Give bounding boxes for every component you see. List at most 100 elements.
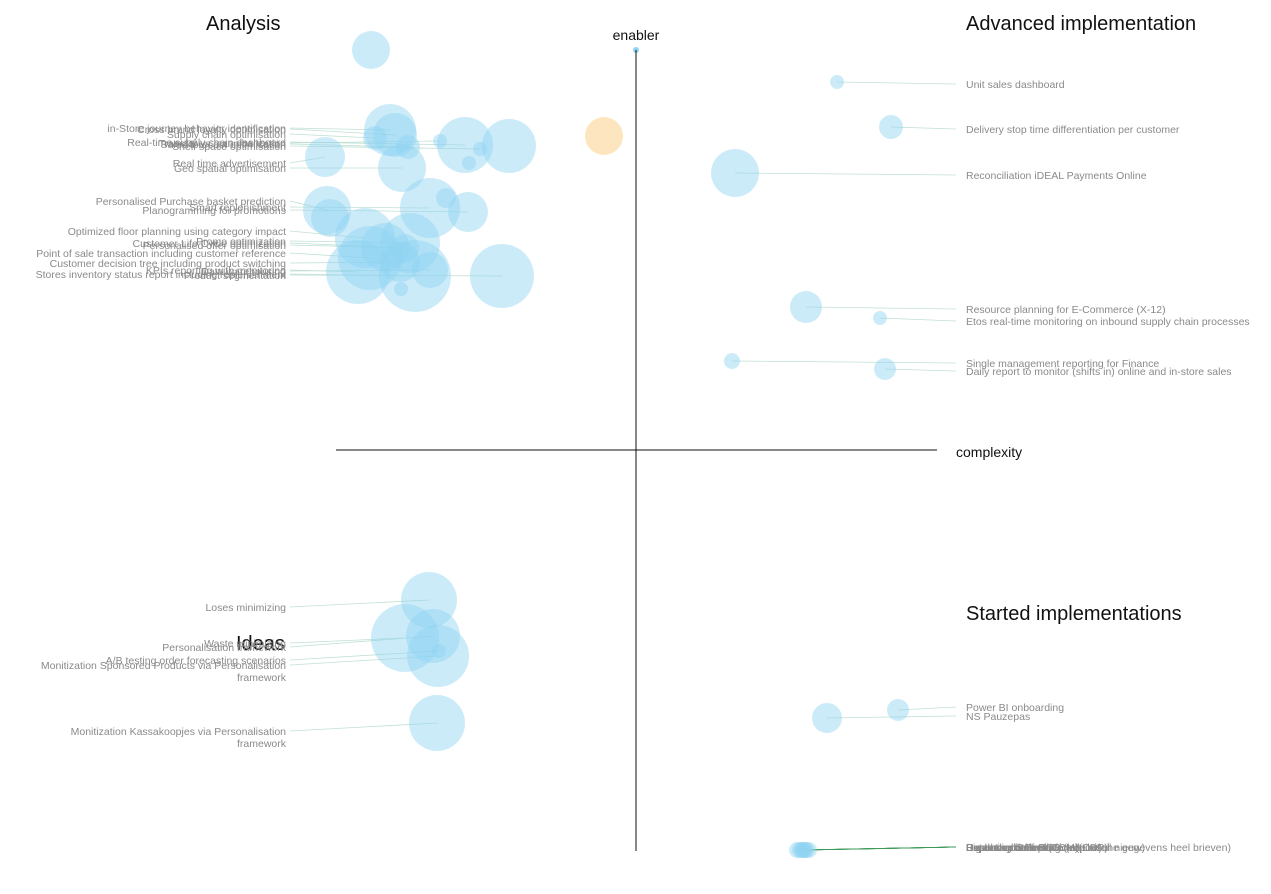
- leader-line: [289, 200, 328, 211]
- leader-line: [289, 637, 406, 644]
- leader-line: [289, 240, 411, 244]
- leader-line: [289, 127, 391, 131]
- bubble: [407, 625, 469, 687]
- item-label: Daily report to monitor (shifts in) onli…: [966, 366, 1232, 378]
- bubble: [409, 695, 465, 751]
- leader-line: [836, 81, 957, 85]
- bubble: [378, 144, 426, 192]
- item-label: Shelf space optimisation: [172, 141, 286, 153]
- bubble: [373, 113, 417, 157]
- leader-line: [289, 140, 441, 144]
- bubble: [380, 213, 440, 273]
- leader-line: [805, 306, 957, 310]
- item-label: Monitization Sponsored Products via Pers…: [41, 660, 286, 672]
- bubble: [874, 358, 896, 380]
- bubble: [433, 134, 447, 148]
- leader-line: [879, 317, 957, 322]
- item-label: Point of sale transaction including cust…: [36, 248, 286, 260]
- item-label: Planogramming for promotions: [142, 205, 286, 217]
- item-label: Expanded Self-Service (pilot): [966, 842, 1102, 854]
- bubble: [380, 242, 420, 282]
- item-label: Customer data platform (CDP): [966, 842, 1108, 854]
- item-label: Personalised offer optimisation: [143, 240, 287, 252]
- quadrant-title-ideas: Ideas: [236, 633, 285, 655]
- bubble: [406, 609, 460, 663]
- bubble: [352, 31, 390, 69]
- leader-line: [289, 650, 440, 661]
- leader-line: [289, 655, 439, 666]
- leader-line: [289, 635, 434, 648]
- item-label: Reconciliation iDEAL Payments Online: [966, 170, 1147, 182]
- item-label: Etos real-time monitoring on inbound sup…: [966, 316, 1250, 328]
- bubble: [338, 226, 402, 290]
- leader-line: [734, 172, 957, 176]
- bubble: [326, 240, 390, 304]
- item-label: E-commerce feeds: [966, 842, 1054, 854]
- leader-line: [289, 599, 430, 608]
- bubble: [801, 842, 817, 858]
- bubble: [401, 572, 457, 628]
- item-label: A/B testing order forecasting scenarios: [106, 655, 286, 667]
- leader-line: [890, 126, 957, 130]
- item-label: Customer Life Cycle optimization: [133, 238, 287, 250]
- bubble: [432, 644, 446, 658]
- bubble: [394, 282, 408, 296]
- quadrant-title-analysis: Analysis: [206, 13, 280, 35]
- leader-line: [804, 846, 957, 851]
- bubble: [724, 353, 740, 369]
- item-label: Stores inventory status report including…: [36, 269, 286, 281]
- item-label: Promo optimization: [196, 236, 286, 248]
- bubble: [795, 842, 811, 858]
- leader-line: [289, 230, 366, 239]
- item-label: Real-time supply chain dashboard: [127, 137, 286, 149]
- bubble: [303, 186, 351, 234]
- leader-line: [289, 252, 371, 259]
- bubble: [412, 252, 448, 288]
- leader-line: [289, 244, 406, 249]
- bubble: [371, 604, 439, 672]
- bubble: [797, 842, 813, 858]
- quadrant-title-started-implementations: Started implementations: [966, 603, 1182, 625]
- leader-line: [289, 269, 431, 272]
- bubble: [470, 244, 534, 308]
- bubble: [436, 188, 456, 208]
- leader-line: [289, 722, 438, 732]
- bubble: [792, 842, 808, 858]
- x-axis-label: complexity: [956, 444, 1022, 460]
- item-label: NS Pauzepas: [966, 711, 1030, 723]
- item-label: Cross brand loyalty optimisation: [137, 124, 286, 136]
- item-label: Data warehousing: [201, 266, 286, 278]
- item-label: Supply chain optimisation: [167, 129, 286, 141]
- leader-line: [826, 715, 957, 719]
- item-label: Real time advertisement: [173, 158, 286, 170]
- item-label: Sales forecast optimisation: [161, 139, 287, 151]
- bubble: [400, 178, 460, 238]
- leader-line: [289, 133, 376, 139]
- item-label: Product segmentation: [184, 270, 286, 282]
- item-label: Personalised Purchase basket prediction: [96, 196, 286, 208]
- leader-line: [289, 261, 401, 264]
- bubble: [364, 104, 416, 156]
- leader-line: [289, 274, 503, 277]
- leader-line: [289, 209, 469, 213]
- item-label: Monitization Kassakoopjes via Personalis…: [71, 726, 287, 738]
- item-label: Reporting from POS (Historische gegevens…: [966, 842, 1231, 854]
- leader-line: [897, 706, 957, 711]
- bubble: [794, 842, 810, 858]
- bubble: [482, 119, 536, 173]
- item-label: Data science tooling: [966, 842, 1061, 854]
- item-label: Dashboards Finance (alle retail nieuw): [966, 842, 1145, 854]
- leader-line: [289, 128, 396, 136]
- item-label: Big data platform (TOM): [966, 842, 1078, 854]
- bubble: [798, 842, 814, 858]
- item-label: Unit sales dashboard: [966, 79, 1065, 91]
- item-label: Transfer vs. cannibalization: [159, 138, 287, 150]
- item-labels: in-Store journey behavior identification…: [36, 79, 1250, 854]
- bubble: [790, 291, 822, 323]
- item-label: Delivery stop time differentiation per c…: [966, 124, 1180, 136]
- bubble: [363, 126, 387, 150]
- item-label: Single management reporting for Finance: [966, 358, 1159, 370]
- leader-line: [289, 143, 409, 148]
- item-label: framework: [237, 672, 287, 684]
